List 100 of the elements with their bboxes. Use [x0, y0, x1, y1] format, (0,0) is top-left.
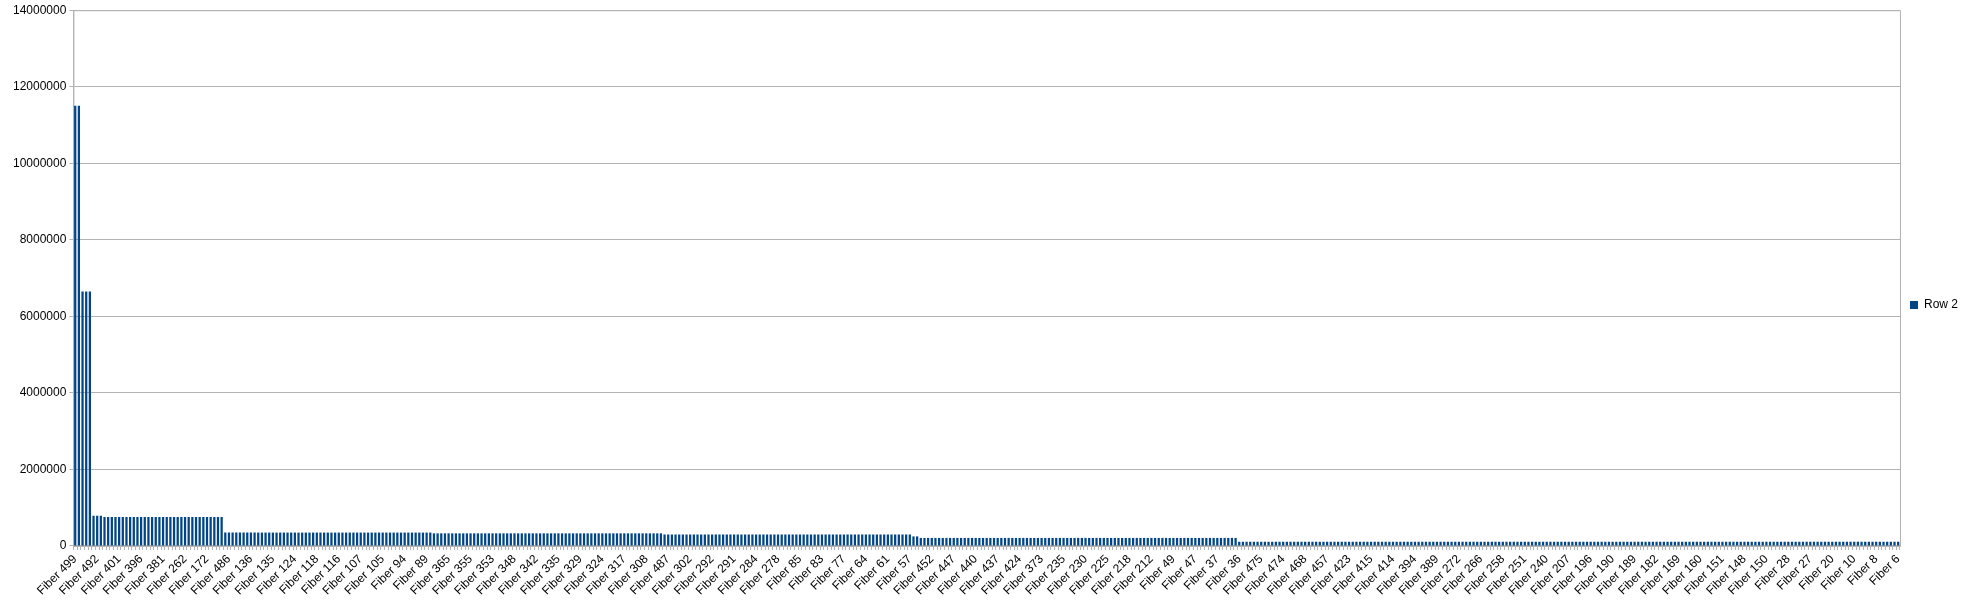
bar	[330, 532, 333, 546]
bar	[1095, 537, 1098, 546]
bar	[1560, 541, 1563, 546]
y-tick-label: 14000000	[13, 2, 67, 17]
bar	[114, 516, 117, 546]
bar	[319, 532, 322, 546]
bar	[147, 516, 150, 546]
bar	[1161, 537, 1164, 546]
bar	[1754, 541, 1757, 546]
bar	[846, 534, 849, 546]
bar	[1355, 541, 1358, 546]
bar	[978, 537, 981, 546]
bar	[912, 536, 915, 546]
bar	[835, 534, 838, 546]
bar	[1538, 541, 1541, 546]
bar	[1893, 541, 1896, 546]
y-tick-label: 8000000	[19, 232, 67, 247]
bar	[480, 533, 483, 546]
bar	[1172, 537, 1175, 546]
bar	[1494, 541, 1497, 546]
bar	[491, 533, 494, 546]
y-tick-label: 10000000	[13, 155, 67, 170]
bar	[1838, 541, 1841, 546]
bar	[557, 533, 560, 546]
bar	[125, 516, 128, 546]
bar	[1234, 537, 1237, 546]
legend-label: Row 2	[1923, 297, 1959, 312]
bar	[824, 534, 827, 546]
bar	[641, 533, 644, 546]
bar	[1084, 537, 1087, 546]
bar	[1267, 541, 1270, 546]
bar	[535, 533, 538, 546]
bar	[967, 537, 970, 546]
bar	[1128, 537, 1131, 546]
bar	[1073, 537, 1076, 546]
bar	[1289, 541, 1292, 546]
bar	[762, 534, 765, 546]
bar	[546, 533, 549, 546]
bar	[630, 533, 633, 546]
bar	[751, 534, 754, 546]
bar	[879, 534, 882, 546]
bar	[1472, 541, 1475, 546]
bar	[1439, 541, 1442, 546]
y-tick-label: 2000000	[19, 461, 67, 476]
bar	[264, 532, 267, 546]
bar	[1417, 541, 1420, 546]
bar	[1245, 541, 1248, 546]
bar	[1117, 537, 1120, 546]
bar	[1516, 541, 1519, 546]
bar	[253, 532, 256, 546]
bar	[1322, 541, 1325, 546]
bar	[1571, 541, 1574, 546]
bar	[1871, 541, 1874, 546]
bar	[447, 533, 450, 546]
bar	[297, 532, 300, 546]
bar	[231, 532, 234, 546]
bar	[275, 532, 278, 546]
bar	[169, 516, 172, 546]
bar	[1018, 537, 1021, 546]
bar	[1827, 541, 1830, 546]
bar	[945, 537, 948, 546]
bar	[1633, 541, 1636, 546]
bar	[1300, 541, 1303, 546]
bar	[1278, 541, 1281, 546]
bar	[685, 534, 688, 546]
bar	[1256, 541, 1259, 546]
bar	[513, 533, 516, 546]
bar	[436, 533, 439, 546]
bar	[868, 534, 871, 546]
bar	[524, 533, 527, 546]
y-tick-label: 12000000	[13, 79, 67, 94]
bar	[1344, 541, 1347, 546]
bar	[242, 532, 245, 546]
bar	[568, 533, 571, 546]
bar	[1051, 537, 1054, 546]
bar	[1743, 541, 1746, 546]
bar	[773, 534, 776, 546]
bar	[1311, 541, 1314, 546]
bar	[1461, 541, 1464, 546]
bar	[696, 534, 699, 546]
bar	[1483, 541, 1486, 546]
bar	[707, 534, 710, 546]
bar	[1849, 541, 1852, 546]
bar	[729, 534, 732, 546]
bar	[1333, 541, 1336, 546]
bar	[1732, 541, 1735, 546]
bar	[1549, 541, 1552, 546]
y-tick-label: 6000000	[19, 308, 67, 323]
bar	[1677, 541, 1680, 546]
bar	[674, 534, 677, 546]
bar	[579, 533, 582, 546]
bar	[740, 534, 743, 546]
bar	[374, 532, 377, 546]
bar	[502, 533, 505, 546]
bar	[341, 532, 344, 546]
bar	[1721, 541, 1724, 546]
bar	[1150, 537, 1153, 546]
bar	[458, 533, 461, 546]
bar	[1450, 541, 1453, 546]
bar	[425, 532, 428, 546]
